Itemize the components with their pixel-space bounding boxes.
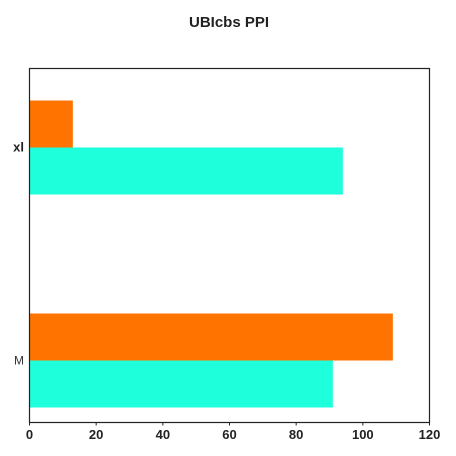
bar-xl-series-1 — [29, 147, 343, 195]
x-axis-labels: 0 20 40 60 80 100 120 — [26, 422, 441, 442]
x-tick-label-120: 120 — [419, 427, 441, 442]
bar-M-series-2 — [29, 313, 393, 361]
bar-M-series-1 — [29, 360, 333, 408]
y-tick-label-M: M — [14, 354, 24, 368]
bar-xl-series-2 — [29, 100, 73, 148]
y-tick-label-xl: xl — [13, 140, 24, 155]
x-tick-label-100: 100 — [352, 427, 374, 442]
bars-group — [29, 100, 393, 408]
x-tick-label-60: 60 — [222, 427, 236, 442]
x-tick-label-0: 0 — [26, 427, 33, 442]
x-tick-label-80: 80 — [289, 427, 303, 442]
y-axis-labels: Mxl — [13, 140, 24, 368]
x-tick-label-40: 40 — [156, 427, 170, 442]
x-tick-label-20: 20 — [89, 427, 103, 442]
chart-title: UBIcbs PPI — [189, 14, 269, 31]
